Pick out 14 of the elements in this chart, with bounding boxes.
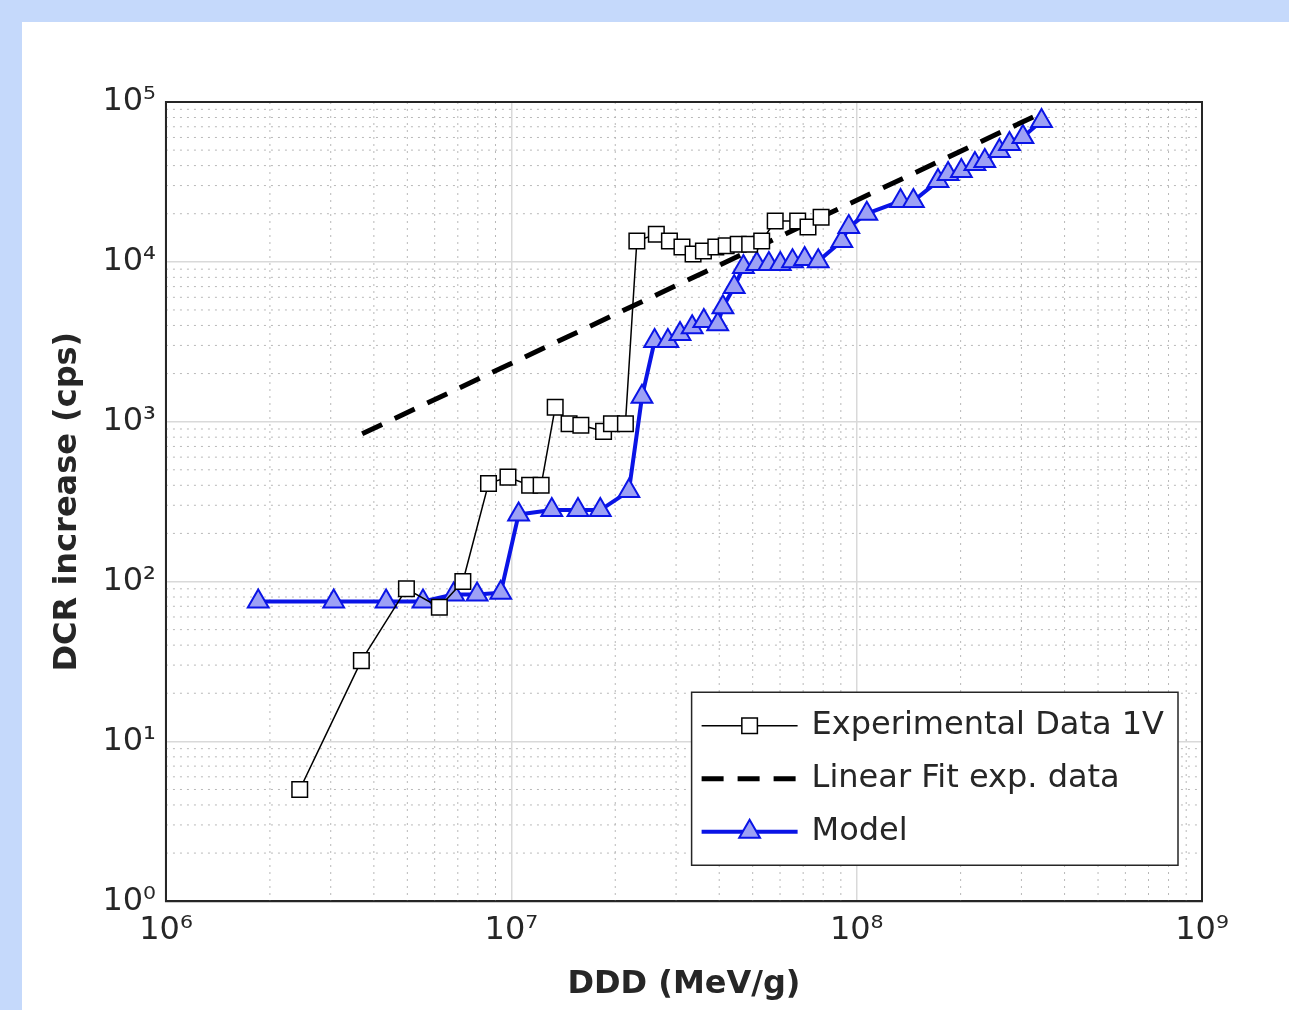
y-tick-label: 10² — [102, 559, 156, 598]
x-tick-label: 10⁶ — [139, 908, 193, 947]
y-axis-title: DCR increase (cps) — [45, 331, 84, 672]
legend-label: Model — [811, 810, 908, 849]
x-tick-label: 10⁷ — [484, 908, 539, 947]
legend-label: Linear Fit exp. data — [811, 757, 1120, 796]
y-tick-label: 10⁵ — [102, 80, 156, 119]
y-tick-label: 10⁴ — [102, 240, 156, 279]
x-tick-label: 10⁸ — [829, 908, 884, 947]
x-axis-title: DDD (MeV/g) — [567, 963, 801, 1002]
x-tick-label: 10⁹ — [1175, 908, 1229, 947]
y-tick-label: 10¹ — [102, 719, 156, 758]
legend-label: Experimental Data 1V — [811, 704, 1165, 743]
y-tick-label: 10³ — [102, 399, 156, 438]
